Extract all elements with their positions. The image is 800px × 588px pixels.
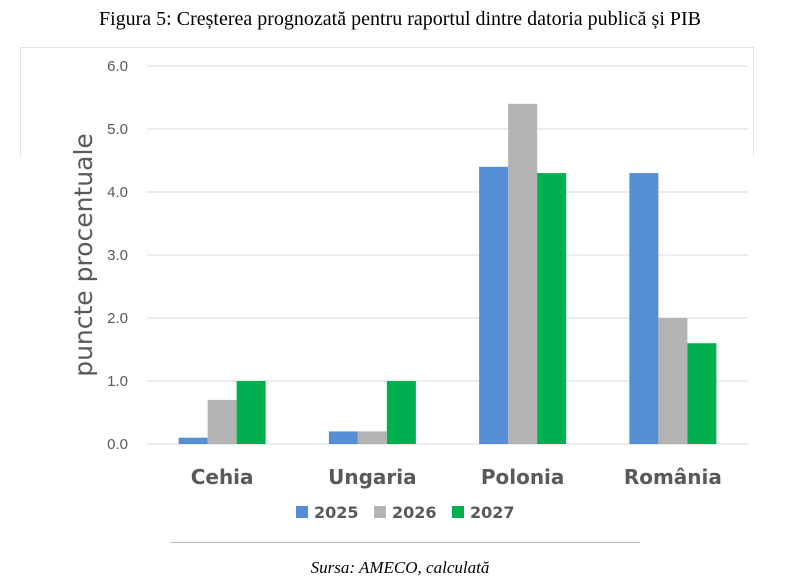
bar-2027-Ungaria (386, 381, 416, 444)
legend-swatch-2027 (452, 506, 464, 518)
bar-2027-Cehia (236, 381, 266, 444)
bar-2025-România (629, 173, 659, 444)
bar-2026-Polonia (508, 103, 538, 445)
y-tick-label: 5.0 (107, 121, 128, 138)
bar-2025-Cehia (178, 437, 208, 444)
y-tick-label: 0.0 (107, 436, 128, 453)
y-tick-label: 1.0 (107, 373, 128, 390)
chart-frame (20, 47, 754, 156)
y-tick-label: 3.0 (107, 247, 128, 264)
figure-title: Figura 5: Creșterea prognozată pentru ra… (98, 8, 702, 30)
legend-swatch-2026 (374, 506, 386, 518)
x-tick-label: Cehia (191, 465, 254, 489)
x-tick-label: Polonia (481, 465, 565, 489)
y-tick-label: 2.0 (107, 310, 128, 327)
x-tick-label: România (624, 465, 722, 489)
bar-2027-România (687, 343, 717, 444)
divider (170, 542, 640, 543)
legend-label: 2025 (314, 503, 359, 522)
legend-swatch-2025 (296, 506, 308, 518)
x-tick-label: Ungaria (328, 465, 417, 489)
legend-label: 2027 (470, 503, 515, 522)
bar-2027-Polonia (537, 173, 567, 444)
bar-2026-Ungaria (357, 431, 387, 444)
y-axis-label: puncte procentuale (69, 133, 98, 377)
bar-2025-Polonia (479, 166, 509, 445)
y-tick-label: 4.0 (107, 184, 128, 201)
y-tick-label: 6.0 (107, 58, 128, 75)
source-note: Sursa: AMECO, calculată (310, 558, 490, 577)
bar-2025-Ungaria (328, 431, 358, 444)
legend-label: 2026 (392, 503, 437, 522)
bar-2026-Cehia (207, 399, 237, 444)
bar-2026-România (658, 318, 688, 444)
